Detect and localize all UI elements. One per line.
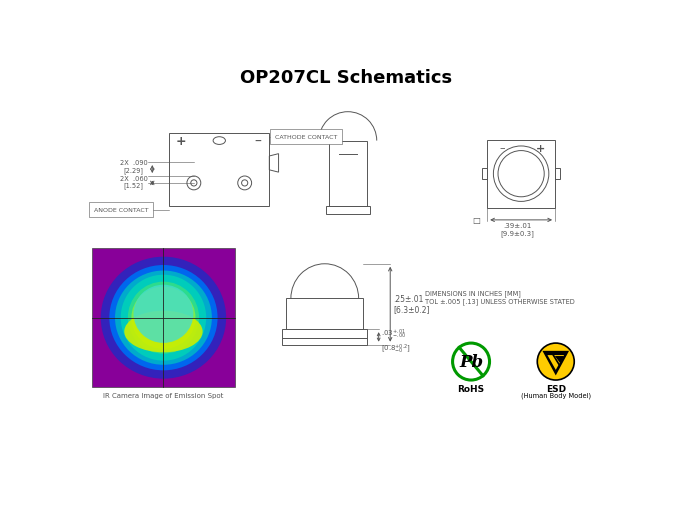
Text: OP207CL Schematics: OP207CL Schematics bbox=[240, 69, 452, 86]
Bar bbox=[555, 169, 560, 180]
Bar bbox=[286, 299, 363, 330]
Text: Pb: Pb bbox=[460, 354, 484, 370]
Text: –: – bbox=[499, 143, 505, 153]
Circle shape bbox=[537, 343, 574, 380]
Text: ESD: ESD bbox=[545, 384, 566, 393]
Text: +: + bbox=[536, 143, 545, 153]
Ellipse shape bbox=[121, 275, 206, 361]
Text: .25±.01
[6.3±0.2]: .25±.01 [6.3±0.2] bbox=[394, 294, 430, 314]
Text: IR Camera Image of Emission Spot: IR Camera Image of Emission Spot bbox=[103, 392, 223, 398]
Text: □: □ bbox=[472, 216, 481, 225]
Bar bbox=[487, 140, 555, 208]
Polygon shape bbox=[543, 351, 569, 376]
Bar bbox=[329, 141, 367, 207]
Text: DIMENSIONS IN INCHES [MM]
TOL ±.005 [.13] UNLESS OTHERWISE STATED: DIMENSIONS IN INCHES [MM] TOL ±.005 [.13… bbox=[425, 289, 574, 304]
Bar bbox=[282, 330, 367, 339]
Polygon shape bbox=[547, 356, 564, 370]
Text: –: – bbox=[254, 134, 261, 148]
Text: (Human Body Model): (Human Body Model) bbox=[520, 392, 591, 398]
Text: ANODE CONTACT: ANODE CONTACT bbox=[94, 208, 148, 213]
Text: +: + bbox=[176, 135, 186, 148]
Text: RoHS: RoHS bbox=[458, 384, 485, 393]
Bar bbox=[325, 207, 370, 214]
Bar bbox=[282, 339, 367, 345]
Ellipse shape bbox=[124, 311, 202, 352]
Text: 2X  .060
[1.52]: 2X .060 [1.52] bbox=[120, 175, 148, 189]
Bar bbox=[92, 249, 235, 387]
Ellipse shape bbox=[109, 266, 217, 371]
Bar bbox=[482, 169, 487, 180]
Polygon shape bbox=[555, 357, 564, 364]
Ellipse shape bbox=[128, 282, 199, 354]
Text: .39±.01
[9.9±0.3]: .39±.01 [9.9±0.3] bbox=[500, 223, 534, 236]
Text: 2X  .090
[2.29]: 2X .090 [2.29] bbox=[120, 160, 148, 174]
Bar bbox=[169, 134, 269, 207]
Ellipse shape bbox=[115, 271, 212, 365]
Ellipse shape bbox=[132, 287, 196, 349]
Ellipse shape bbox=[101, 257, 226, 379]
Ellipse shape bbox=[134, 285, 193, 343]
Text: .03$^{+.01}_{-.00}$
[0.8$^{+0.2}_{-0}$]: .03$^{+.01}_{-.00}$ [0.8$^{+0.2}_{-0}$] bbox=[381, 327, 411, 355]
Text: CATHODE CONTACT: CATHODE CONTACT bbox=[275, 135, 337, 140]
